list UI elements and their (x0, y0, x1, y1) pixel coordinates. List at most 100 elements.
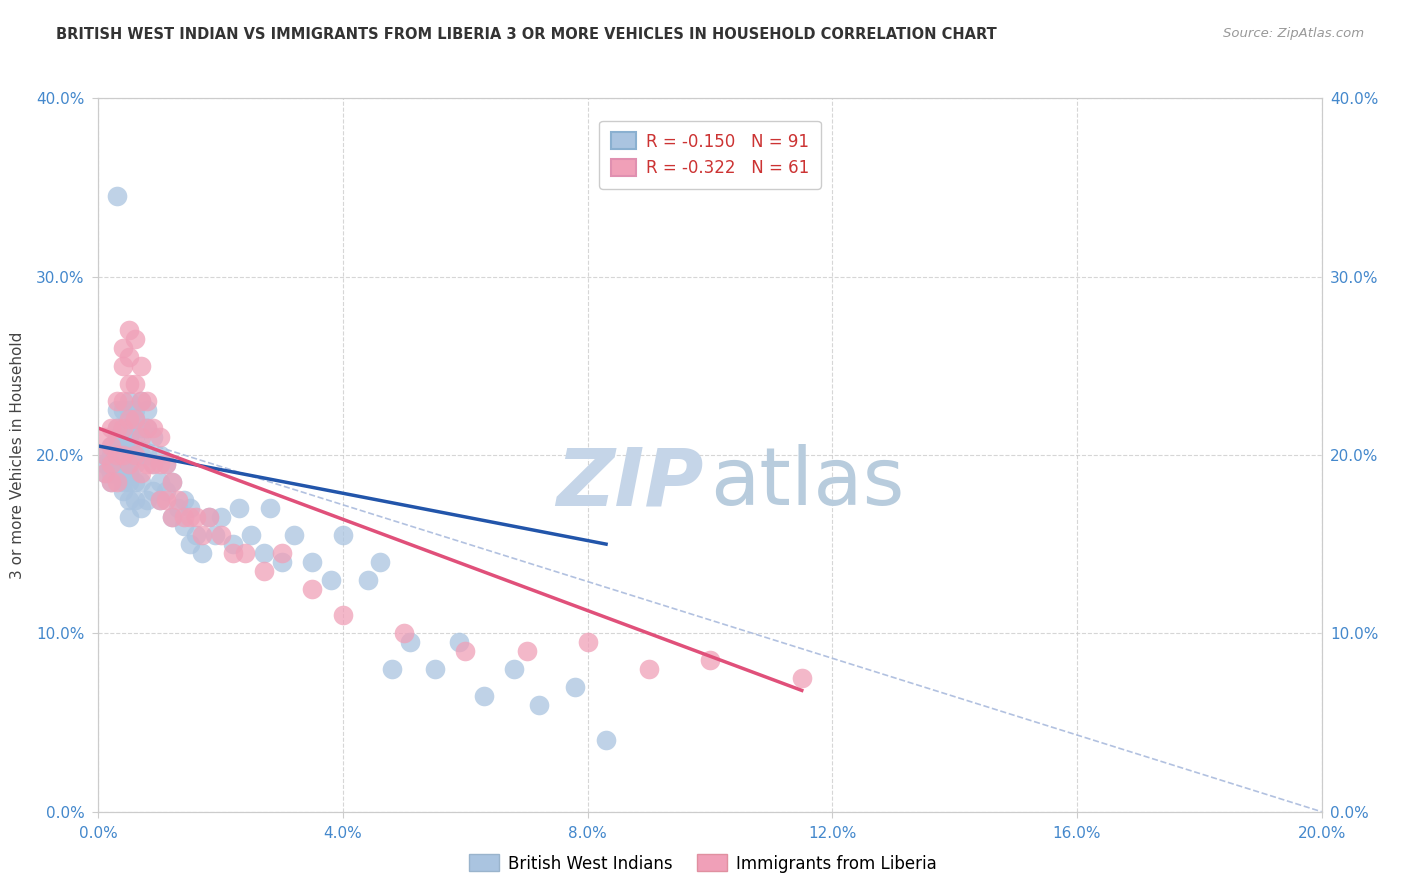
Point (129, 394, 152, 409)
Point (301, 555, 323, 569)
Point (111, 466, 134, 480)
Point (118, 466, 141, 480)
Point (111, 448, 134, 462)
Point (149, 448, 172, 462)
Point (136, 394, 159, 409)
Point (368, 555, 391, 569)
Point (204, 528, 226, 542)
Point (228, 501, 250, 516)
Point (332, 528, 354, 542)
Point (301, 582, 323, 596)
Point (186, 510, 208, 524)
Point (118, 412, 141, 426)
Point (100, 475, 122, 489)
Point (160, 510, 183, 524)
Point (332, 608, 354, 623)
Point (105, 475, 128, 489)
Point (222, 546, 245, 560)
Point (93, 430, 115, 444)
Point (142, 457, 165, 471)
Point (118, 510, 141, 524)
Point (270, 546, 292, 560)
Point (149, 492, 172, 507)
Point (118, 475, 141, 489)
Point (270, 555, 292, 569)
Point (699, 653, 721, 667)
Point (564, 680, 586, 694)
Point (252, 564, 274, 578)
Point (105, 403, 128, 417)
Point (118, 421, 141, 435)
Point (111, 430, 134, 444)
Point (118, 394, 141, 409)
Point (399, 635, 422, 649)
Point (111, 403, 134, 417)
Point (129, 430, 152, 444)
Point (167, 492, 190, 507)
Y-axis label: 3 or more Vehicles in Household: 3 or more Vehicles in Household (10, 331, 25, 579)
Point (449, 635, 471, 649)
Point (173, 519, 195, 533)
Point (129, 501, 152, 516)
Point (100, 475, 122, 489)
Text: atlas: atlas (710, 444, 904, 523)
Point (136, 421, 159, 435)
Point (197, 510, 219, 524)
Point (240, 528, 263, 542)
Point (136, 448, 159, 462)
Point (124, 448, 146, 462)
Point (93, 466, 115, 480)
Point (160, 475, 183, 489)
Point (111, 394, 134, 409)
Point (191, 546, 214, 560)
Point (179, 510, 201, 524)
Point (129, 475, 152, 489)
Point (197, 510, 219, 524)
Point (136, 421, 159, 435)
Point (105, 394, 128, 409)
Point (111, 421, 134, 435)
Point (136, 492, 159, 507)
Legend: R = -0.150   N = 91, R = -0.322   N = 61: R = -0.150 N = 91, R = -0.322 N = 61 (599, 120, 821, 189)
Point (118, 323, 141, 337)
Point (111, 439, 134, 453)
Point (118, 430, 141, 444)
Point (118, 448, 141, 462)
Point (381, 662, 404, 676)
Point (111, 341, 134, 355)
Point (124, 492, 146, 507)
Point (118, 492, 141, 507)
Point (111, 475, 134, 489)
Point (209, 528, 232, 542)
Point (124, 412, 146, 426)
Point (124, 403, 146, 417)
Point (100, 457, 122, 471)
Point (105, 448, 128, 462)
Text: BRITISH WEST INDIAN VS IMMIGRANTS FROM LIBERIA 3 OR MORE VEHICLES IN HOUSEHOLD C: BRITISH WEST INDIAN VS IMMIGRANTS FROM L… (56, 27, 997, 42)
Point (173, 492, 195, 507)
Point (155, 457, 177, 471)
Point (149, 475, 172, 489)
Point (233, 546, 256, 560)
Point (142, 421, 165, 435)
Point (124, 448, 146, 462)
Point (129, 394, 152, 409)
Point (124, 332, 146, 346)
Point (149, 430, 172, 444)
Point (100, 421, 122, 435)
Point (516, 644, 538, 658)
Point (576, 635, 599, 649)
Point (111, 448, 134, 462)
Legend: British West Indians, Immigrants from Liberia: British West Indians, Immigrants from Li… (463, 847, 943, 880)
Point (155, 457, 177, 471)
Point (149, 457, 172, 471)
Point (186, 528, 208, 542)
Point (129, 466, 152, 480)
Point (129, 359, 152, 373)
Point (179, 537, 201, 551)
Point (319, 573, 342, 587)
Point (105, 448, 128, 462)
Point (111, 421, 134, 435)
Point (118, 376, 141, 391)
Point (93, 448, 115, 462)
